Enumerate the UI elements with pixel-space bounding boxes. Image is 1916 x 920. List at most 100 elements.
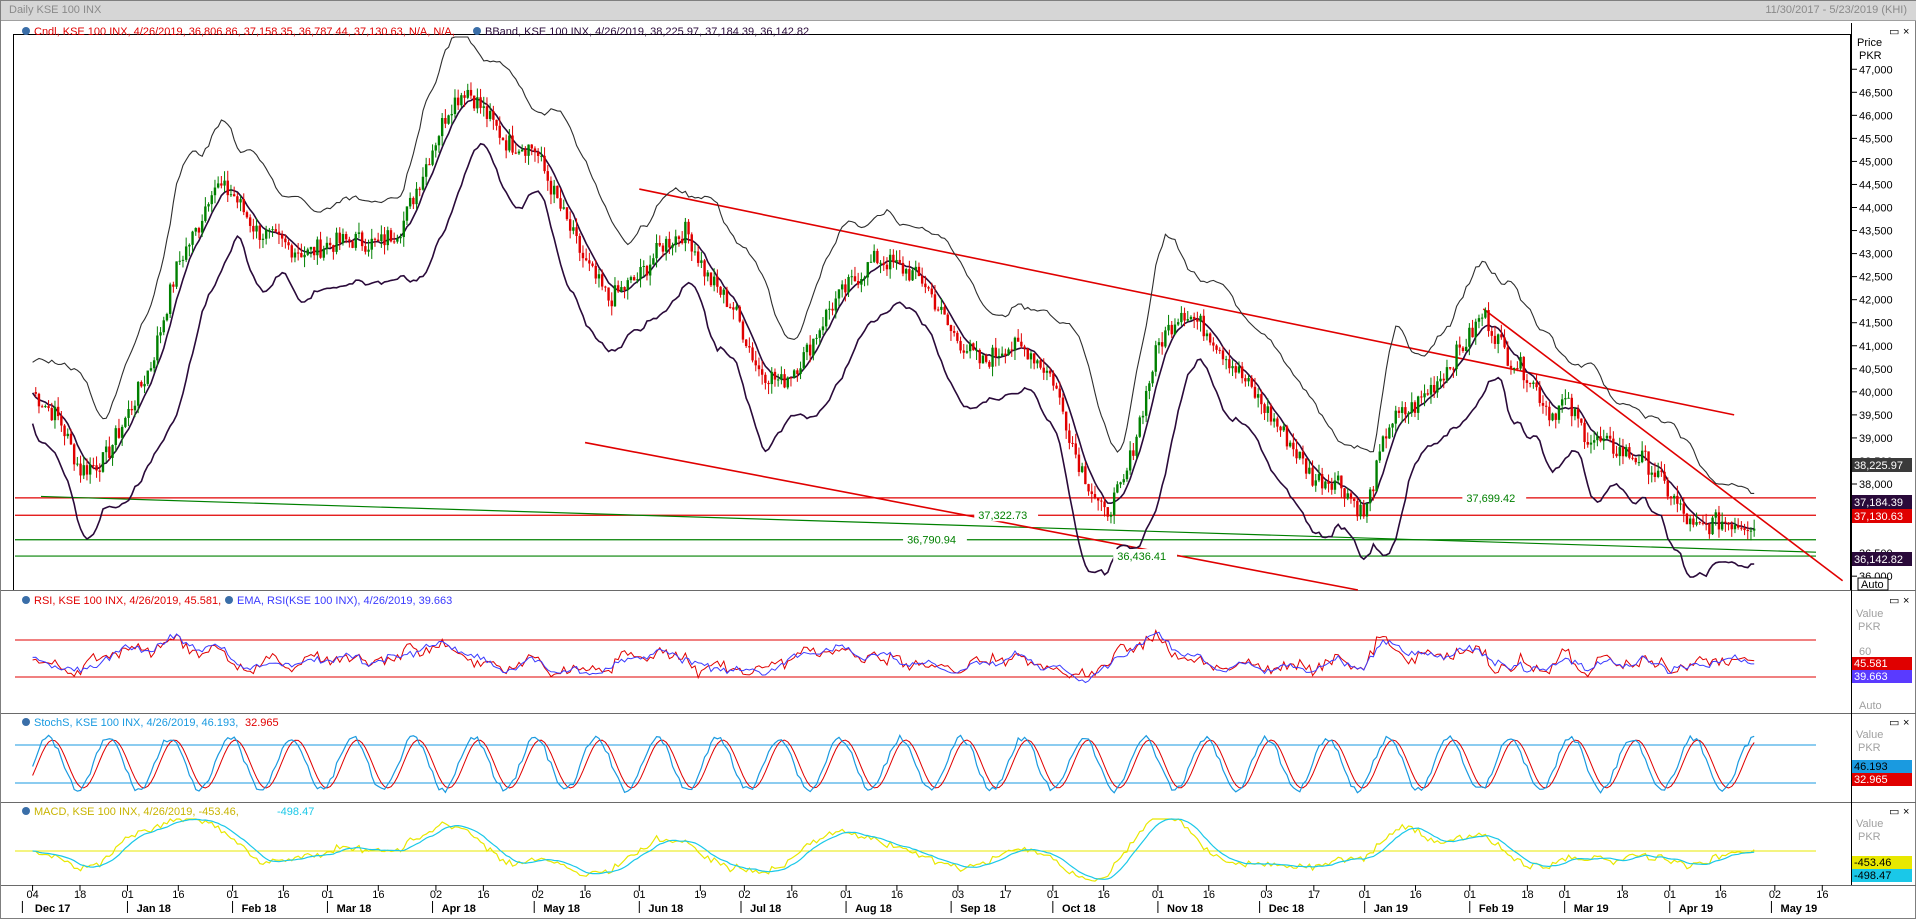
candle-body [1410,402,1413,413]
legend-dot-candle[interactable] [22,27,30,35]
rsi-close-button[interactable]: × [1903,595,1909,607]
legend-dot-rsi[interactable] [22,596,30,604]
legend-dot-macd[interactable] [22,807,30,815]
rsi-auto[interactable]: Auto [1859,700,1882,712]
legend-dot-bband[interactable] [473,27,481,35]
candle-body [1237,366,1241,373]
candle-body [1228,359,1231,369]
candle-body [274,229,277,232]
candle-body [1586,442,1589,445]
candle-body [1324,481,1327,489]
candle-body [952,331,956,333]
candle-body [1061,397,1065,412]
candle-body [517,151,521,154]
candle-body [79,463,82,476]
candle-body [143,383,146,387]
candle-body [655,242,658,259]
candle-body [1103,501,1106,508]
stoch-minimize-button[interactable]: ▭ [1889,717,1899,729]
x-month-label: Oct 18 [1062,903,1096,915]
candle-body [1717,512,1721,530]
x-day-label: 16 [1715,889,1727,901]
x-month-label: Aug 18 [855,903,892,915]
price-last-values: 38,225.97 37,184.39 37,130.63 36,142.82 … [1852,458,1912,591]
legend-stoch-d: 32.965 [245,717,279,729]
candle-body [943,306,946,315]
price-minimize-button[interactable]: ▭ [1889,26,1899,38]
bbu-tag [1852,458,1912,472]
candle-body [1384,436,1388,439]
candle-body [792,370,796,378]
candle-body [1576,409,1580,419]
candle-body [450,113,453,116]
candle-body [709,272,713,286]
candle-body [1500,334,1503,338]
candle-body [578,236,581,253]
x-day-label: 01 [1664,889,1676,901]
candle-body [1615,453,1618,457]
trendline[interactable] [639,188,1735,416]
candle-body [677,236,681,239]
candle-body [1080,466,1084,472]
candle-body [1170,324,1173,335]
x-month-label: Mar 19 [1574,903,1609,915]
macd-close-button[interactable]: × [1903,806,1909,818]
rsi-minimize-button[interactable]: ▭ [1889,595,1899,607]
candle-body [88,464,92,475]
stoch-k-tag-label: 46.193 [1854,761,1888,773]
candle-body [994,347,997,357]
candle-body [1087,484,1090,492]
candle-body [261,238,265,240]
candle-body [1359,504,1362,517]
macd-minimize-button[interactable]: ▭ [1889,806,1899,818]
stoch-close-button[interactable]: × [1903,717,1909,729]
candle-body [1032,353,1036,364]
candle-body [287,242,290,246]
rsi-axis-unit: PKR [1858,621,1881,633]
candle-body [1202,315,1205,337]
candle-body [1234,366,1237,373]
candle-body [1644,450,1647,452]
candle-body [386,230,389,246]
macd-line [32,818,1755,882]
trendline[interactable] [1482,308,1844,582]
legend-dot-stoch[interactable] [22,718,30,726]
candle-body [936,309,940,311]
candle-body [856,281,860,285]
price-close-button[interactable]: × [1903,26,1909,38]
candle-body [511,135,514,153]
candle-body [466,89,469,98]
candle-body [1560,399,1564,406]
candle-body [1192,316,1196,319]
candle-body [706,272,709,277]
candle-body [236,196,239,203]
candle-body [1157,342,1161,346]
candle-body [607,287,610,301]
trendline[interactable] [584,441,1359,591]
candle-body [1464,346,1468,352]
candle-body [1340,475,1343,489]
window-title: Daily KSE 100 INX [9,4,102,16]
candle-body [776,379,780,381]
candle-body [1743,528,1746,531]
x-month-label: Dec 17 [35,903,70,915]
auto-button[interactable] [1857,577,1889,591]
price-axis-unit: PKR [1859,50,1882,62]
candle-body [232,194,236,197]
candle-body [1279,426,1282,431]
support-trendline[interactable] [40,495,1817,553]
candle-body [178,260,181,262]
candle-body [1580,418,1583,423]
candle-body [1746,530,1749,532]
candle-body [770,371,773,385]
legend-dot-ema[interactable] [225,596,233,604]
candle-body [431,150,434,165]
candle-body [741,321,745,340]
candle-body [309,246,313,250]
candle-body [1244,378,1247,382]
candle-body [1394,410,1397,424]
candle-body [1676,495,1679,504]
candle-body [1708,523,1711,535]
candle-body [1039,360,1042,368]
